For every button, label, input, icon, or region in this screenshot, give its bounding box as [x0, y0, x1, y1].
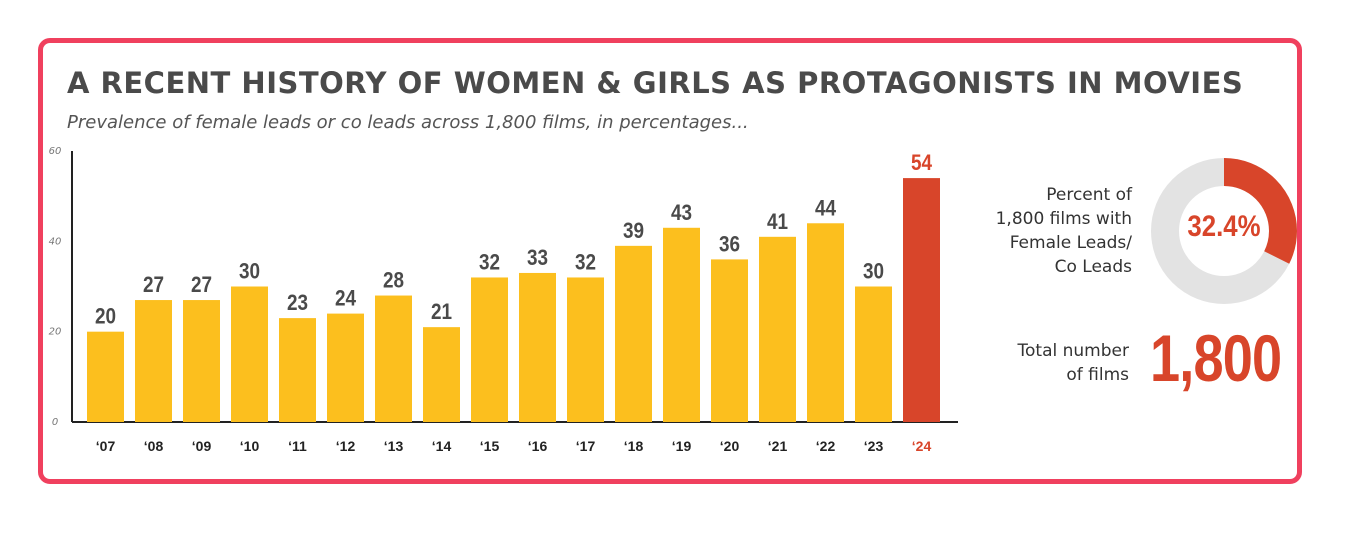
y-tick-label: 20: [49, 327, 62, 338]
bar: [711, 259, 748, 422]
total-label: Total number of films: [962, 339, 1129, 387]
x-tick-label: ‘15: [480, 438, 500, 454]
y-tick-label: 0: [52, 417, 58, 428]
bar: [807, 223, 844, 422]
bar: [279, 318, 316, 422]
x-tick-label: ‘12: [336, 438, 356, 454]
x-tick-label: ‘17: [576, 438, 596, 454]
bar-value-label: 33: [527, 246, 548, 271]
bar-value-label: 32: [575, 250, 596, 275]
x-tick-label: ‘22: [816, 438, 836, 454]
percent-label-line: Co Leads: [1054, 257, 1132, 277]
x-tick-label: ‘20: [720, 438, 740, 454]
donut-fill: [1151, 158, 1297, 304]
bar: [183, 300, 220, 422]
bar-value-label: 30: [863, 259, 884, 284]
bar: [567, 277, 604, 422]
x-tick-label: ‘10: [240, 438, 260, 454]
x-tick-label: ‘16: [528, 438, 548, 454]
bar-value-label: 36: [719, 232, 740, 257]
percent-label-line: 1,800 films with: [995, 209, 1132, 229]
x-tick-label: ‘19: [672, 438, 692, 454]
bar-value-label: 30: [239, 259, 260, 284]
bar-value-label: 20: [95, 304, 116, 329]
x-tick-label: ‘24: [912, 438, 932, 454]
chart-title: A RECENT HISTORY OF WOMEN & GIRLS AS PRO…: [67, 66, 1244, 100]
percent-label: Percent of 1,800 films with Female Leads…: [962, 183, 1132, 279]
bar-value-label: 21: [431, 300, 452, 325]
x-tick-label: ‘11: [288, 438, 307, 454]
bar: [423, 327, 460, 422]
bar-value-label: 28: [383, 268, 404, 293]
bar: [375, 295, 412, 422]
bar-value-label: 32: [479, 250, 500, 275]
chart-subtitle: Prevalence of female leads or co leads a…: [67, 112, 749, 133]
bar-value-label: 43: [671, 200, 692, 225]
bar-value-label: 27: [191, 273, 212, 298]
bar: [759, 236, 796, 422]
y-tick-label: 40: [49, 236, 62, 247]
x-tick-label: ‘21: [768, 438, 788, 454]
x-tick-label: ‘18: [624, 438, 644, 454]
percent-value: 32.4%: [1187, 210, 1261, 243]
x-tick-label: ‘13: [384, 438, 404, 454]
total-label-line: of films: [1066, 365, 1129, 385]
x-tick-label: ‘08: [144, 438, 164, 454]
x-tick-label: ‘23: [864, 438, 884, 454]
bar-value-label: 24: [335, 286, 357, 311]
bar-chart: 0 20 40 60 20 27 27 30 23 24 28 21 32 33 32 39 43 36 41 44…: [49, 146, 958, 454]
percent-label-line: Percent of: [1046, 185, 1132, 205]
bar-value-label: 23: [287, 291, 308, 316]
bar-value-label: 27: [143, 273, 164, 298]
bar-value-label: 54: [911, 151, 933, 176]
bar-value-label: 44: [815, 196, 837, 221]
total-label-line: Total number: [1017, 341, 1129, 361]
bar: [663, 227, 700, 422]
bar: [855, 286, 892, 422]
bar: [135, 300, 172, 422]
bar-value-label: 41: [767, 210, 788, 235]
x-tick-label: ‘14: [432, 438, 452, 454]
total-value: 1,800: [1150, 321, 1282, 395]
x-tick-label: ‘09: [192, 438, 212, 454]
bar-value-label: 39: [623, 219, 644, 244]
bar: [615, 245, 652, 422]
y-tick-label: 60: [49, 146, 62, 157]
bar: [519, 272, 556, 422]
bar: [903, 178, 940, 422]
bar: [327, 313, 364, 422]
bar: [231, 286, 268, 422]
bar: [87, 331, 124, 422]
x-tick-label: ‘07: [96, 438, 116, 454]
bar: [471, 277, 508, 422]
percent-donut: [1151, 158, 1297, 304]
percent-label-line: Female Leads/: [1009, 233, 1132, 253]
